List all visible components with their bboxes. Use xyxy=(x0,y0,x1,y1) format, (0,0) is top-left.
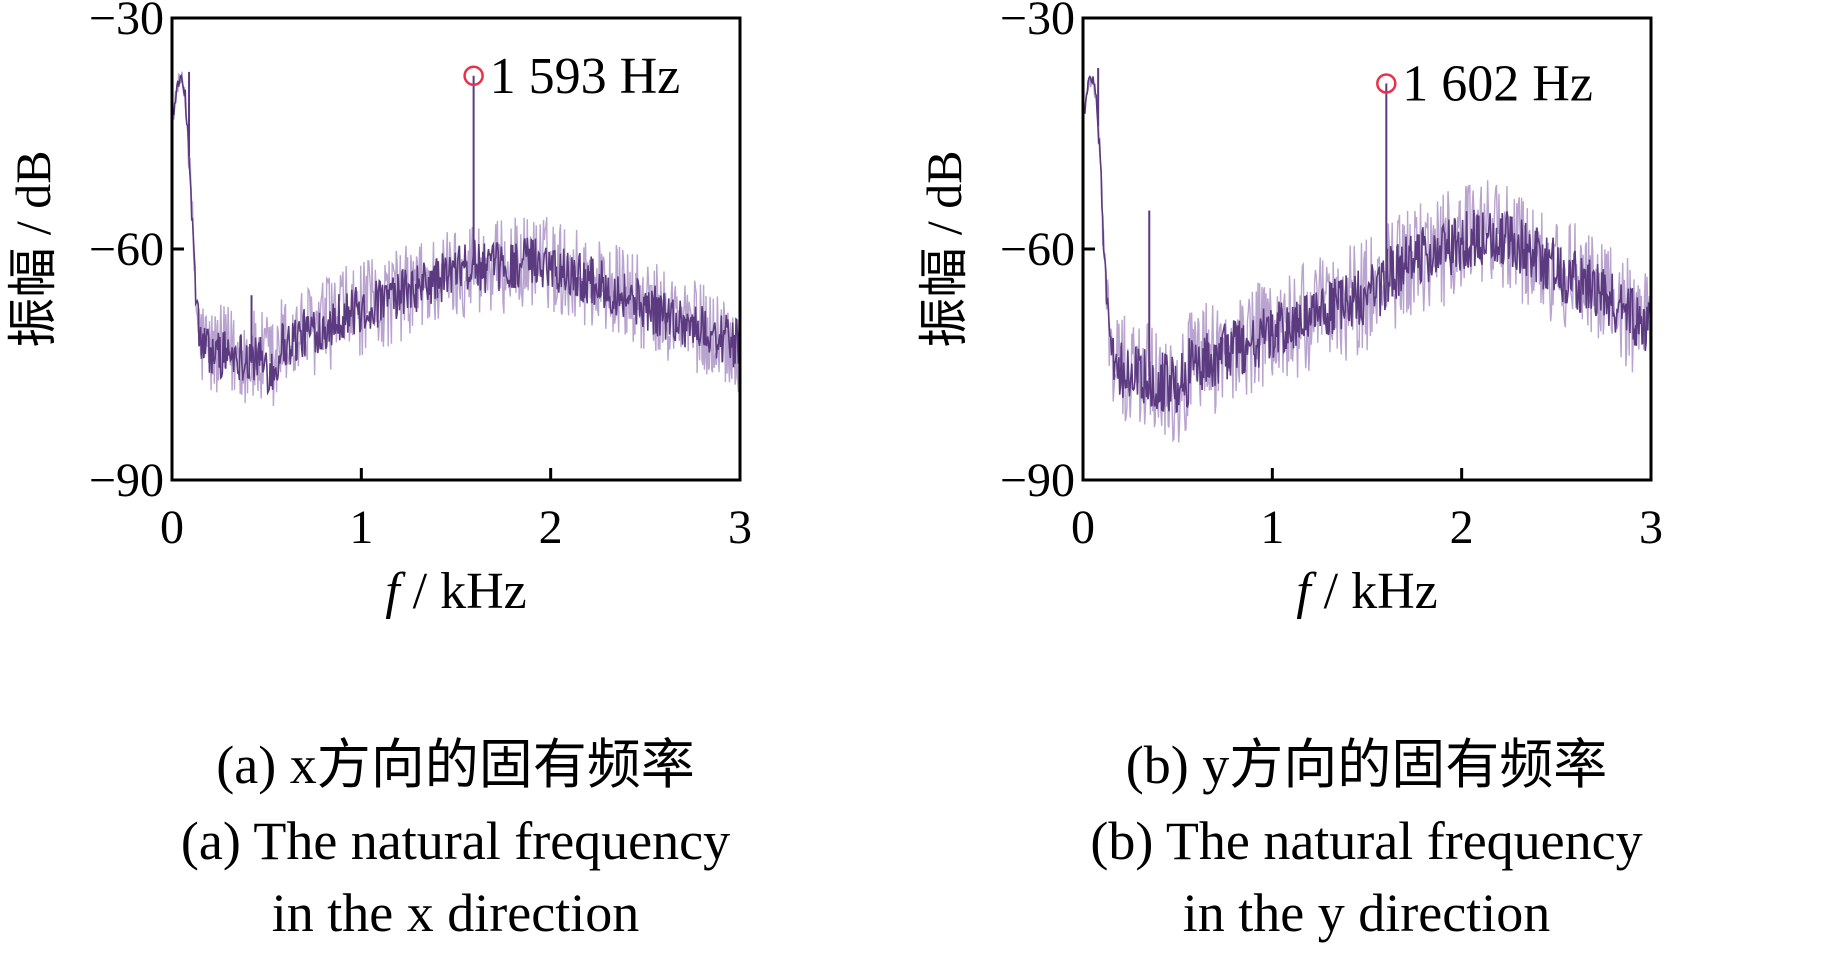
chart-panel-b: 0 1 2 3 −90 −60 −30 f / kHz 振幅 / dB 1 602 Hz (b) … xyxy=(911,0,1822,955)
chart-b-ytick-label-1: −60 xyxy=(1000,223,1075,276)
chart-b-ytick-label-0: −90 xyxy=(1000,454,1075,507)
chart-b-xlabel-unit: / kHz xyxy=(1311,563,1438,620)
chart-a-series-group xyxy=(173,71,740,407)
chart-panel-a: 0 1 2 3 −90 −60 −30 f / kHz 振幅 / dB 1 593 Hz (a) … xyxy=(5,0,752,943)
chart-a-xlabel: f / kHz xyxy=(385,563,527,620)
chart-b-ylabel: 振幅 / dB xyxy=(916,150,972,347)
chart-b-plot: 0 1 2 3 −90 −60 −30 f / kHz 振幅 / dB 1 602 Hz xyxy=(916,0,1663,620)
chart-b-peak-label-0: 1 602 Hz xyxy=(1402,55,1593,112)
chart-b-ytick-label-2: −30 xyxy=(1000,0,1075,45)
chart-b-caption-en-line2: in the y direction xyxy=(1182,883,1551,943)
chart-a-series-line xyxy=(173,73,740,396)
chart-a-xtick-label-3: 3 xyxy=(728,501,752,554)
chart-b-xtick-label-3: 3 xyxy=(1639,501,1663,554)
chart-b-series-group xyxy=(1084,68,1651,443)
chart-b-xtick-label-0: 0 xyxy=(1071,501,1095,554)
chart-b-caption-zh: (b) y方向的固有频率 xyxy=(1125,735,1608,795)
chart-a-peak-label-0: 1 593 Hz xyxy=(490,48,681,105)
chart-b-xtick-label-1: 1 xyxy=(1260,501,1284,554)
chart-a-xlabel-unit: / kHz xyxy=(400,563,527,620)
chart-a-xtick-label-1: 1 xyxy=(349,501,373,554)
chart-a-ytick-label-0: −90 xyxy=(89,454,164,507)
chart-a-peak-marker-0 xyxy=(463,65,484,86)
chart-b-peak-marker-0 xyxy=(1376,73,1397,94)
chart-a-caption-en-line2: in the x direction xyxy=(271,883,640,943)
chart-a-xtick-label-2: 2 xyxy=(539,501,563,554)
chart-a-ytick-label-2: −30 xyxy=(89,0,164,45)
chart-a-plot: 0 1 2 3 −90 −60 −30 f / kHz 振幅 / dB 1 593 Hz xyxy=(5,0,752,620)
chart-a-ylabel: 振幅 / dB xyxy=(5,150,61,347)
chart-a-caption-zh: (a) x方向的固有频率 xyxy=(216,735,695,795)
chart-b-xtick-label-2: 2 xyxy=(1450,501,1474,554)
chart-a-caption-en-line1: (a) The natural frequency xyxy=(180,811,731,871)
chart-b-series-line xyxy=(1084,75,1651,414)
chart-b-xlabel: f / kHz xyxy=(1296,563,1438,620)
chart-a-xtick-label-0: 0 xyxy=(160,501,184,554)
chart-b-caption-en-line1: (b) The natural frequency xyxy=(1090,811,1643,871)
chart-a-ytick-label-1: −60 xyxy=(89,223,164,276)
